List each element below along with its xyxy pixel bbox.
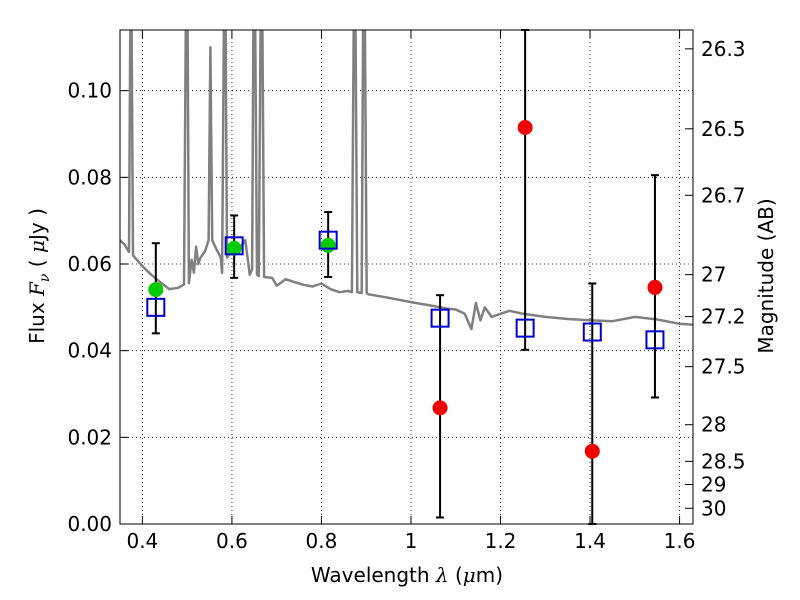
y2-tick-label: 27.5 bbox=[701, 355, 746, 379]
y2-tick-label: 28 bbox=[701, 413, 726, 437]
grid-lines bbox=[120, 30, 693, 525]
y-tick-label: 0.02 bbox=[67, 425, 112, 449]
model-square-marker bbox=[582, 322, 602, 342]
data-point bbox=[584, 443, 600, 459]
y2-tick-label: 27 bbox=[701, 263, 726, 287]
data-point bbox=[320, 237, 336, 253]
y2-tick-label: 26.3 bbox=[701, 37, 746, 61]
plot-frame bbox=[119, 29, 694, 525]
y2-tick-label: 26.7 bbox=[701, 183, 746, 207]
x-tick-label: 1.2 bbox=[485, 529, 517, 553]
marker-layer bbox=[146, 120, 665, 459]
data-point bbox=[148, 282, 164, 298]
y-tick-label: 0.10 bbox=[67, 79, 112, 103]
spectrum-layer bbox=[120, 30, 693, 331]
data-point bbox=[226, 240, 242, 256]
y2-tick-label: 29 bbox=[701, 472, 726, 496]
y2-tick-label: 28.5 bbox=[701, 449, 746, 473]
model-square-marker bbox=[224, 236, 244, 256]
y-tick-label: 0.06 bbox=[67, 252, 112, 276]
x-tick-label: 0.6 bbox=[216, 529, 248, 553]
x-tick-label: 0.8 bbox=[306, 529, 338, 553]
y2-tick-label: 26.5 bbox=[701, 117, 746, 141]
model-square-marker bbox=[515, 318, 535, 338]
data-point bbox=[432, 400, 448, 416]
y2-tick-label: 27.2 bbox=[701, 305, 746, 329]
errorbar-layer bbox=[151, 29, 659, 525]
x-tick-label: 0.4 bbox=[126, 529, 158, 553]
x-axis-label: Wavelength λ (μm) bbox=[311, 563, 503, 587]
y-tick-label: 0.04 bbox=[67, 339, 112, 363]
model-square-marker bbox=[318, 230, 338, 250]
model-square-marker bbox=[430, 308, 450, 328]
y-axis-label: Flux Fν ( μJy ) bbox=[25, 208, 53, 344]
y2-tick-label: 30 bbox=[701, 496, 726, 520]
model-square-marker bbox=[146, 297, 166, 317]
x-tick-label: 1.4 bbox=[574, 529, 606, 553]
data-point bbox=[517, 120, 533, 135]
model-spectrum-line bbox=[120, 30, 693, 331]
y2-axis-label: Magnitude (AB) bbox=[754, 198, 778, 353]
data-point bbox=[647, 279, 663, 295]
y-tick-label: 0.08 bbox=[67, 165, 112, 189]
y-tick-label: 0.00 bbox=[67, 512, 112, 536]
tick-marks bbox=[120, 30, 693, 525]
y-tick-labels: 0.00 0.02 0.04 0.06 0.08 0.10 bbox=[67, 79, 112, 536]
x-tick-label: 1.6 bbox=[664, 529, 696, 553]
x-tick-label: 1 bbox=[405, 529, 418, 553]
model-square-marker bbox=[645, 330, 665, 350]
x-tick-labels: 0.4 0.6 0.8 1 1.2 1.4 1.6 bbox=[126, 529, 695, 553]
